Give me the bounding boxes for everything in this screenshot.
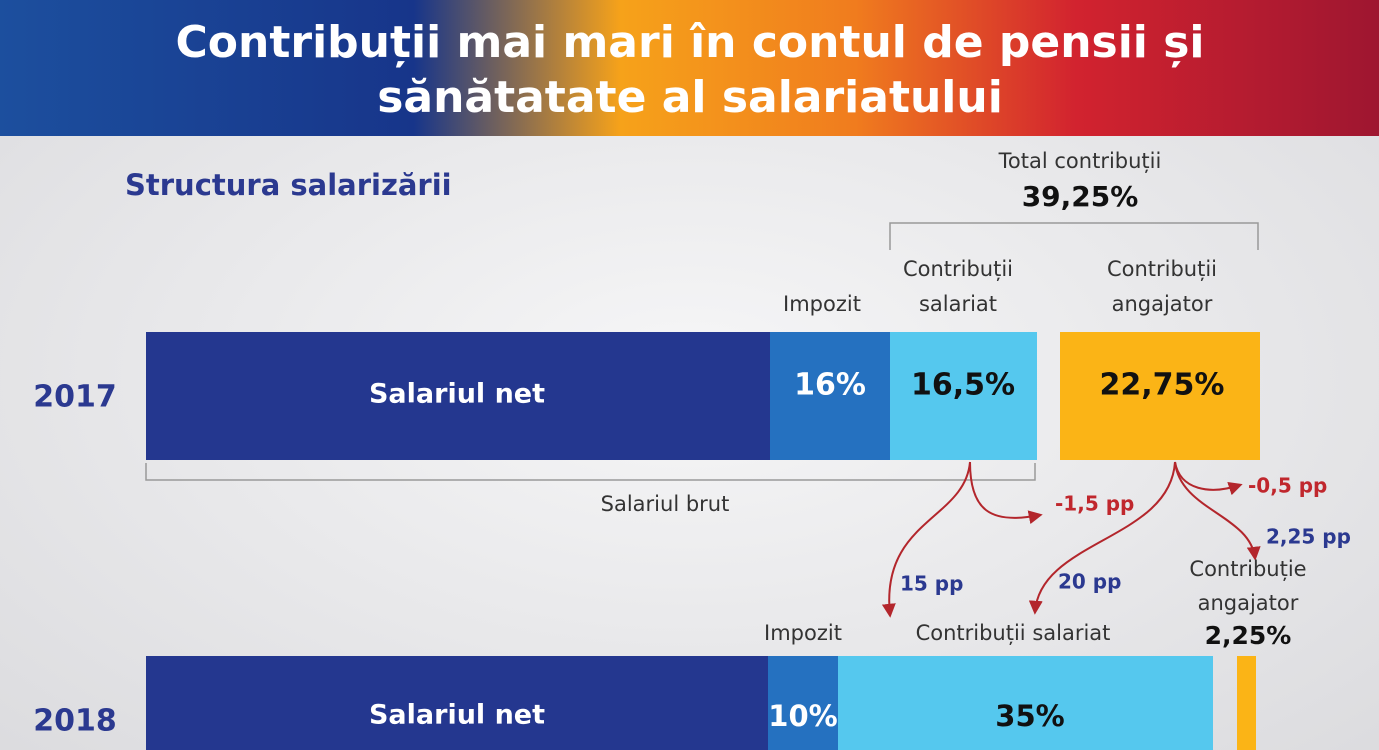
segment-impozit [768, 656, 838, 750]
subtitle: Structura salarizării [125, 168, 452, 202]
title: Contribuții mai mari în contul de pensii… [176, 17, 1205, 68]
total-label: Total contribuții [998, 149, 1162, 173]
header: Contribuție [1189, 557, 1306, 581]
segment-impozit [770, 332, 890, 460]
segment-salariat [838, 656, 1213, 750]
brut-label: Salariul brut [601, 492, 730, 516]
segment-label: 22,75% [1100, 368, 1225, 403]
year: 2017 [33, 380, 117, 415]
segment-net [146, 332, 770, 460]
change-label: -1,5 pp [1055, 492, 1134, 516]
segment-label: 16% [794, 368, 866, 403]
segment-angajator [1060, 332, 1260, 460]
total-value: 39,25% [1022, 180, 1139, 213]
arrow [969, 461, 1043, 525]
header: Impozit [783, 292, 861, 316]
header-band [0, 0, 1379, 136]
segment-net [146, 656, 768, 750]
header: Contribuții [903, 257, 1013, 281]
segment-salariat [890, 332, 1037, 460]
year: 2018 [33, 704, 117, 739]
segment-label: Salariul net [369, 379, 545, 410]
bracket [145, 463, 1036, 481]
segment-label: 16,5% [911, 368, 1015, 403]
header: salariat [919, 292, 997, 316]
header: angajator [1198, 591, 1299, 615]
segment-label: Salariul net [369, 700, 545, 731]
header: Contribuții salariat [916, 621, 1111, 645]
segment-angajator [1237, 656, 1256, 750]
bracket [889, 222, 1259, 250]
change-label: 15 pp [900, 572, 963, 596]
change-label: 20 pp [1058, 570, 1121, 594]
change-label: -0,5 pp [1248, 474, 1327, 498]
arrow [1028, 461, 1176, 615]
header: angajator [1112, 292, 1213, 316]
header: Contribuții [1107, 257, 1217, 281]
header-value: 2,25% [1205, 621, 1292, 650]
title: sănătatate al salariatului [377, 72, 1003, 123]
arrow [1174, 461, 1261, 561]
change-label: 2,25 pp [1266, 525, 1351, 549]
arrow [881, 461, 971, 618]
segment-label: 35% [995, 699, 1064, 733]
segment-label: 10% [768, 699, 837, 733]
header: Impozit [764, 621, 842, 645]
